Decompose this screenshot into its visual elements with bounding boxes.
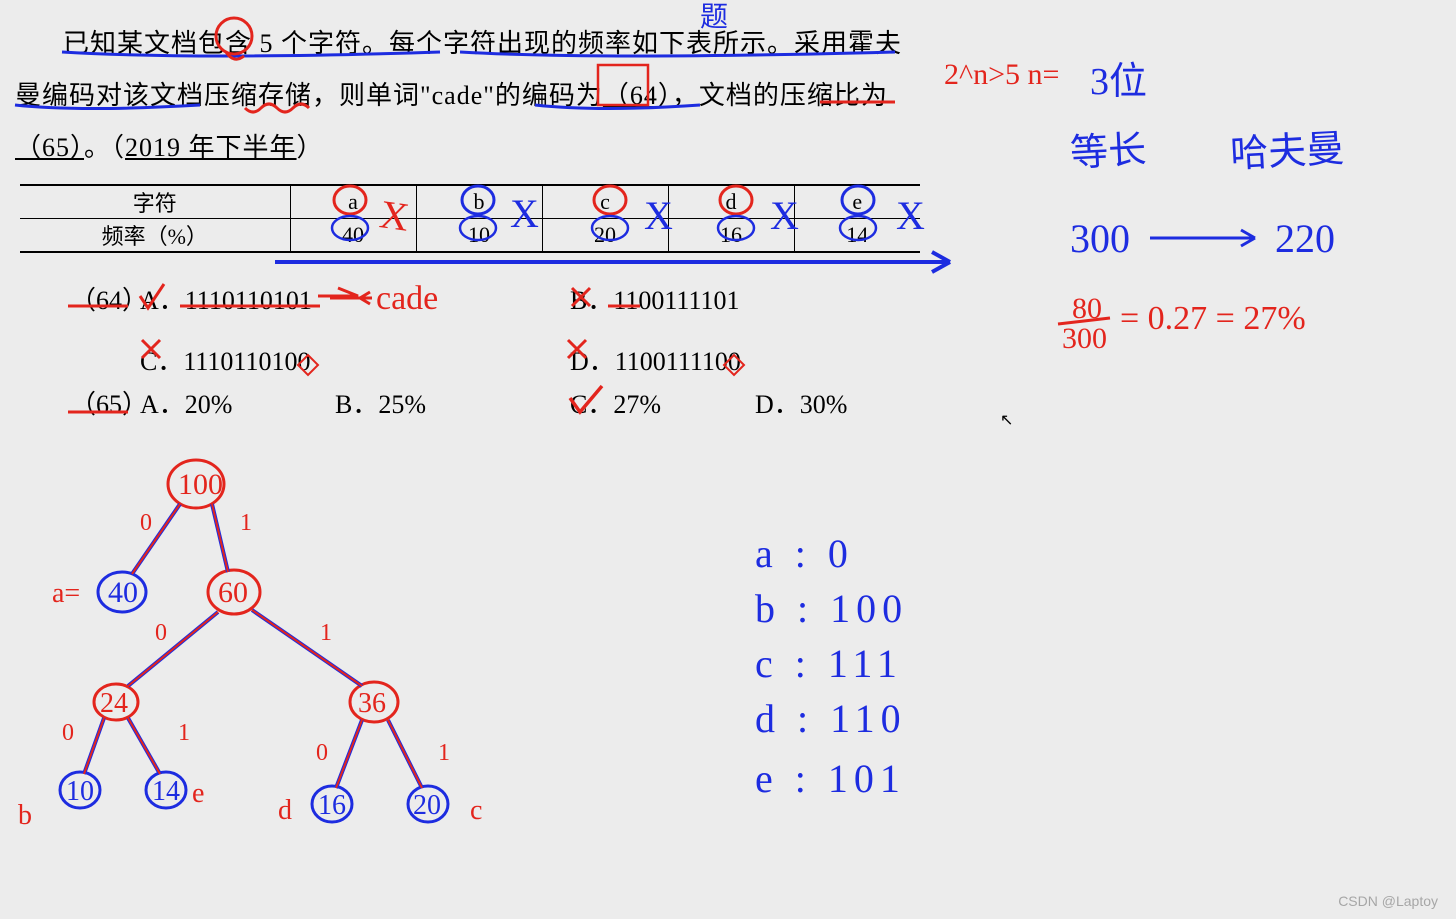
tree-le: e <box>192 778 204 810</box>
tree-10: 10 <box>66 776 94 808</box>
option-d: D．30% <box>755 384 970 421</box>
blank-65: （65） <box>15 133 84 162</box>
edge-1: 1 <box>320 620 332 647</box>
hw-topmark: 题 <box>700 0 728 35</box>
q-text: 已知某文档包含 <box>63 29 252 58</box>
hw-cn1: 等长 <box>1069 118 1148 177</box>
code-b: b : 100 <box>755 585 908 632</box>
q-count: 5 <box>260 29 274 58</box>
option-c: C．1110110100 <box>140 341 570 378</box>
edge-0: 0 <box>155 620 167 647</box>
edge-1: 1 <box>178 720 190 747</box>
option-a: A．1110110101 <box>140 280 570 317</box>
hw-frac-bot: 300 <box>1062 322 1107 356</box>
row-label: 频率（%） <box>20 219 290 253</box>
hw-formula: 2^n>5 n= <box>944 58 1059 92</box>
x-mark: X <box>510 190 539 237</box>
tree-60: 60 <box>218 576 248 610</box>
tree-100: 100 <box>178 468 223 502</box>
hw-frac-top: 80 <box>1072 292 1102 326</box>
option-b: B．1100111101 <box>570 280 800 317</box>
hw-300: 300 <box>1070 215 1130 262</box>
option-number: （65） <box>70 384 140 421</box>
option-number: （64） <box>70 280 140 317</box>
tree-lb: b <box>18 800 32 832</box>
q-text: 档压缩存储，则单词" <box>177 81 432 110</box>
tree-16: 16 <box>318 790 346 822</box>
hw-formula-ans: 3位 <box>1090 50 1147 105</box>
watermark: CSDN @Laptoy <box>1338 893 1438 909</box>
q-compress: 压缩比 <box>780 81 861 110</box>
q-text: 为 <box>861 81 888 110</box>
code-e: e : 101 <box>755 755 906 802</box>
option-a: A．20% <box>140 384 335 421</box>
code-d: d : 110 <box>755 695 907 742</box>
edge-1: 1 <box>438 740 450 767</box>
q-text: "的编码为 <box>483 81 603 110</box>
tree-la: a= <box>52 578 80 610</box>
question-paragraph: 已知某文档包含 5 个字符。每个字符出现的频率如下表所示。采用霍夫曼编码对该文档… <box>15 18 920 174</box>
opt-row: （65） A．20% B．25% C．27% D．30% <box>70 384 970 421</box>
tree-40: 40 <box>108 576 138 610</box>
hw-220: 220 <box>1275 215 1335 262</box>
edge-1: 1 <box>240 510 252 537</box>
edge-0: 0 <box>62 720 74 747</box>
blank-64: （64） <box>603 81 672 110</box>
option-d: D．1100111100 <box>570 341 800 378</box>
edge-0: 0 <box>140 510 152 537</box>
x-mark: X <box>896 192 925 239</box>
tree-20: 20 <box>413 790 441 822</box>
tree-24: 24 <box>100 688 128 720</box>
q-text: ） <box>297 133 324 162</box>
option-b: B．25% <box>335 384 570 421</box>
option-c: C．27% <box>570 384 755 421</box>
code-c: c : 111 <box>755 640 903 687</box>
x-mark: X <box>644 192 673 239</box>
code-a: a : 0 <box>755 530 854 577</box>
q-word: cade <box>432 81 484 110</box>
edge-0: 0 <box>316 740 328 767</box>
hw-cn2: 哈夫曼 <box>1229 117 1346 178</box>
tree-36: 36 <box>358 688 386 720</box>
opt-row: C．1110110100 D．1100111100 <box>70 341 800 378</box>
q-text: 。（ <box>84 133 125 162</box>
tree-ld: d <box>278 795 292 827</box>
q-year: 2019 年下半年 <box>125 133 297 162</box>
options-65: （65） A．20% B．25% C．27% D．30% <box>70 384 970 445</box>
hw-cade: cade <box>376 280 438 318</box>
x-mark: X <box>770 192 799 239</box>
tree-14: 14 <box>152 776 180 808</box>
tree-lc: c <box>470 795 482 827</box>
row-label: 字符 <box>20 185 290 219</box>
cursor-icon: ↖ <box>1000 410 1013 430</box>
hw-frac-eq: = 0.27 = 27% <box>1120 300 1306 338</box>
q-text: ，文档的 <box>672 81 780 110</box>
